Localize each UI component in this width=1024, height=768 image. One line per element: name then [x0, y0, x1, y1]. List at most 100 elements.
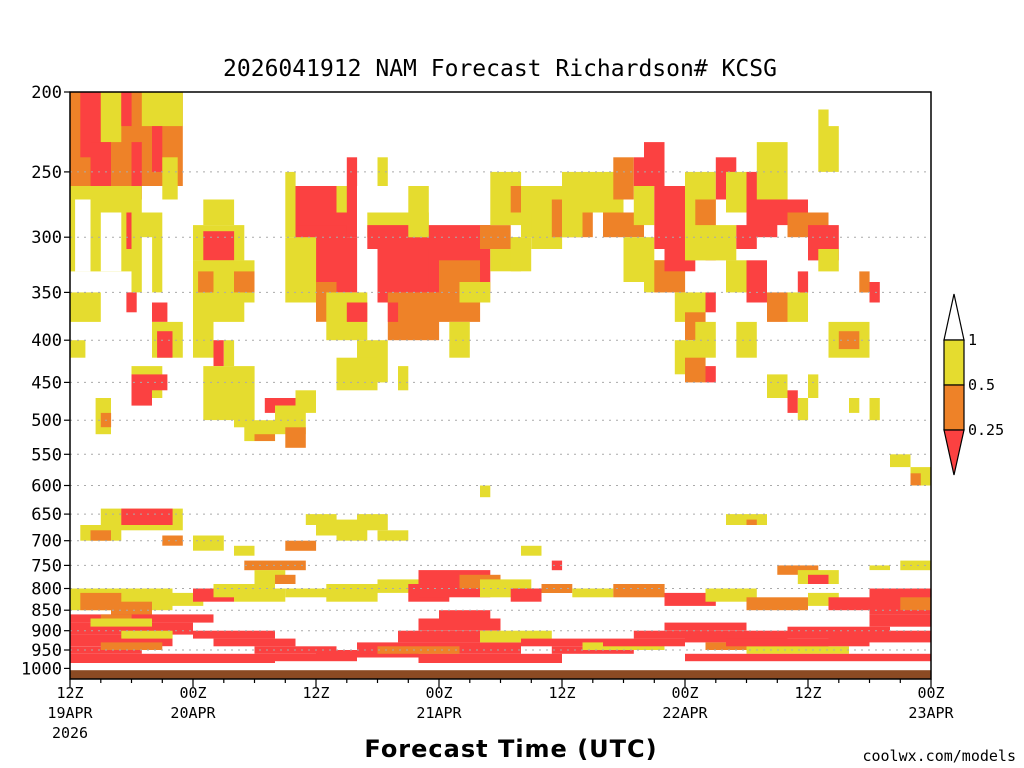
heatmap-cell [90, 530, 111, 541]
heatmap-cell [100, 212, 122, 272]
heatmap-cell [275, 574, 296, 584]
x-tick-year: 2026 [52, 724, 88, 742]
x-tick-date: 19APR [47, 704, 93, 722]
heatmap-cell [910, 473, 921, 486]
heatmap-cell [900, 597, 932, 611]
heatmap-cell [121, 92, 132, 127]
heatmap-cell [603, 638, 685, 647]
y-tick-label: 450 [31, 373, 62, 393]
heatmap-cell [859, 271, 870, 293]
heatmap-cell [295, 390, 316, 413]
heatmap-cell [787, 292, 808, 322]
heatmap-cell [121, 630, 173, 639]
y-tick-label: 500 [31, 411, 62, 431]
x-tick-label: 00Z [917, 684, 944, 702]
heatmap-cell [664, 622, 747, 631]
heatmap-cell [244, 560, 306, 571]
heatmap-cell [736, 321, 757, 358]
heatmap-cell [70, 634, 173, 647]
heatmap-cell [664, 592, 716, 606]
heatmap-cell [869, 398, 880, 421]
y-tick-label: 550 [31, 445, 62, 465]
heatmap-cell [849, 398, 860, 413]
heatmap-cell [449, 321, 470, 358]
chart-title: 2026041912 NAM Forecast Richardson# KCSG [223, 56, 777, 82]
y-tick-label: 650 [31, 505, 62, 525]
heatmap-cell [562, 171, 603, 213]
heatmap-cell [100, 642, 163, 650]
y-tick-label: 600 [31, 477, 62, 497]
x-tick-label: 12Z [794, 684, 821, 702]
heatmap-cell [100, 92, 122, 143]
heatmap-cell [131, 142, 142, 200]
heatmap-cell [828, 630, 931, 643]
x-tick-date: 23APR [908, 704, 954, 722]
heatmap-cell [808, 374, 819, 398]
heatmap-cell [336, 357, 378, 391]
heatmap-cell [828, 126, 839, 172]
heatmap-cell [685, 225, 737, 261]
heatmap-cell [398, 366, 409, 391]
heatmap-cell [377, 579, 419, 593]
heatmap-cell [869, 282, 880, 303]
heatmap-cell [70, 340, 86, 358]
heatmap-cell [510, 237, 532, 272]
heatmap-cell [562, 212, 583, 238]
heatmap-cell [705, 366, 716, 383]
heatmap-cell [541, 584, 573, 593]
colorbar-mid-bin [943, 384, 965, 431]
heatmap-cell [70, 653, 275, 663]
heatmap-cell [377, 646, 460, 654]
heatmap-cell [80, 92, 101, 158]
heatmap-cell [152, 126, 163, 172]
heatmap-cell [316, 525, 347, 536]
colorbar-low-arrow [943, 429, 965, 476]
y-tick-label: 400 [31, 331, 62, 351]
heatmap-cell [746, 519, 757, 525]
heatmap-cell [726, 638, 870, 647]
y-tick-label: 850 [31, 601, 62, 621]
heatmap-cell [613, 157, 634, 200]
y-tick-label: 200 [31, 83, 62, 103]
heatmap-cell [808, 574, 829, 584]
heatmap-cell [111, 601, 152, 619]
heatmap-cell [705, 292, 716, 313]
y-tick-label: 950 [31, 641, 62, 661]
x-tick-label: 00Z [425, 684, 452, 702]
heatmap-cell [75, 199, 91, 272]
colorbar: 1 0.5 0.25 [943, 293, 1004, 476]
x-tick-label: 12Z [302, 684, 329, 702]
heatmap-cell [285, 540, 317, 551]
heatmap-cell [746, 597, 808, 611]
heatmap-cell [726, 171, 747, 213]
heatmap-cell [121, 508, 173, 525]
heatmap-cell [633, 186, 655, 226]
heatmap-cell [838, 331, 860, 350]
heatmap-cell [439, 610, 491, 619]
heatmap-cell [818, 109, 829, 172]
x-tick-label: 12Z [56, 684, 83, 702]
heatmap-cell [162, 535, 183, 546]
y-axis: 200 250 300 350 400 450 500 550 600 650 700 750 8008… [21, 83, 70, 679]
heatmap-cell [685, 630, 788, 643]
heatmap-cell [377, 530, 409, 541]
heatmap-cell [100, 614, 132, 619]
heatmap-cell [203, 231, 235, 261]
heatmap-cell [408, 186, 429, 238]
heatmap-cell [162, 157, 178, 200]
heatmap-cell [213, 340, 224, 367]
heatmap-cell [613, 584, 665, 598]
x-tick-date: 22APR [662, 704, 708, 722]
heatmap-cell [387, 302, 399, 322]
heatmap-cell [131, 374, 152, 406]
heatmap-cell [521, 638, 603, 647]
colorbar-label: 0.5 [968, 376, 995, 394]
y-tick-label: 350 [31, 283, 62, 303]
y-tick-label: 1000 [21, 659, 62, 679]
y-tick-label: 300 [31, 228, 62, 248]
heatmap-cell [234, 271, 255, 293]
x-axis-label: Forecast Time (UTC) [364, 735, 657, 763]
heatmap-cell [141, 237, 153, 293]
heatmap-cell [551, 646, 634, 654]
